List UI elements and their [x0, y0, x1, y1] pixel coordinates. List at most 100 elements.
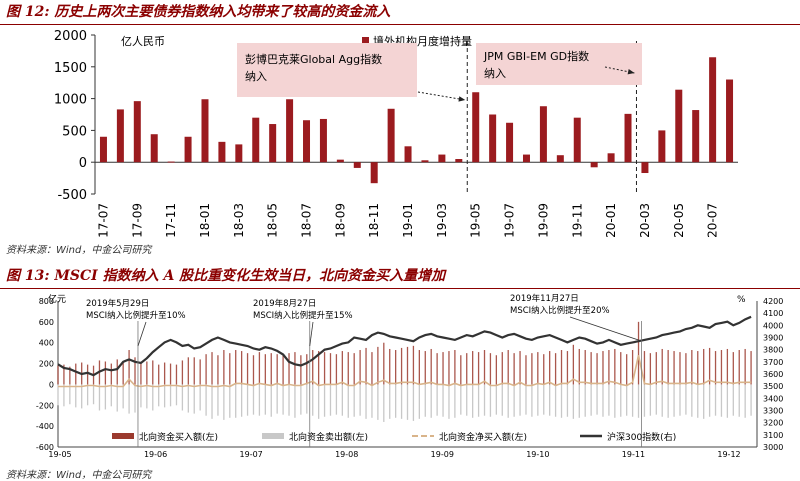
- x-tick-label: 19-08: [335, 450, 358, 459]
- x-tick-label: 19-06: [144, 450, 167, 459]
- sell-bar: [69, 384, 71, 405]
- buy-bar: [158, 364, 160, 385]
- sell-bar: [537, 384, 539, 416]
- bar: [489, 114, 497, 163]
- x-tick-label: 18-11: [367, 203, 381, 238]
- sell-bar: [152, 384, 154, 411]
- legend-label: 北向资金卖出额(左): [289, 431, 368, 443]
- buy-bar: [667, 350, 669, 385]
- callout-arrow: [417, 91, 466, 101]
- buy-bar: [543, 354, 545, 385]
- sell-bar: [92, 384, 95, 405]
- buy-bar: [442, 352, 444, 385]
- sell-bar: [726, 384, 729, 418]
- northbound-flow-chart: 800 600 400 200 0 -200 -400 -600 4200 4100 4000 390…: [36, 293, 784, 459]
- sell-bar: [63, 384, 65, 407]
- sell-bar: [460, 384, 462, 415]
- callout-jpm-line2: 纳入: [484, 67, 506, 80]
- buy-bar: [122, 362, 124, 385]
- figure13-source: 资料来源：Wind，中金公司研究: [6, 470, 152, 481]
- bar: [573, 117, 581, 163]
- buy-bar: [472, 351, 474, 385]
- csi300-line: [57, 315, 752, 377]
- sell-bar: [703, 384, 705, 419]
- buy-bar: [353, 353, 355, 385]
- left-tick-label: 400: [39, 339, 54, 348]
- sell-bar: [199, 384, 201, 411]
- left-tick-label: 600: [39, 318, 54, 327]
- left-tick-label: -600: [36, 443, 54, 452]
- legend-swatch-sell: [262, 433, 284, 439]
- buy-bar: [69, 366, 71, 385]
- sell-bar: [353, 384, 355, 417]
- buy-bar: [744, 348, 746, 385]
- buy-bar: [169, 363, 172, 385]
- bar: [590, 162, 598, 168]
- bar: [607, 153, 615, 163]
- bond-inflow-bar-chart: 2000 1500 1000 500 0 -500 17-07 17-09 17-11 18-01…: [54, 29, 738, 238]
- sell-bar: [377, 384, 379, 420]
- left-tick-label: 200: [39, 360, 54, 369]
- sell-bar: [86, 384, 89, 406]
- sell-bar: [383, 384, 385, 422]
- sell-bar: [614, 384, 616, 418]
- buy-bar: [549, 351, 551, 385]
- x-tick-label: 20-05: [672, 203, 686, 238]
- sell-bar: [661, 384, 663, 417]
- callout-global-agg-line2: 纳入: [245, 70, 267, 83]
- bar: [370, 162, 378, 184]
- buy-bar: [620, 352, 622, 385]
- sell-bar: [306, 384, 308, 414]
- bar: [624, 113, 632, 163]
- sell-bar: [75, 384, 77, 408]
- buy-bar: [643, 351, 646, 385]
- sell-bar: [329, 384, 332, 416]
- sell-bar: [631, 384, 634, 417]
- buy-bar: [329, 353, 332, 385]
- buy-bar: [560, 350, 563, 385]
- right-tick-label: 3000: [763, 443, 783, 452]
- buy-bar: [750, 351, 752, 385]
- x-tick-label: 19-09: [431, 450, 454, 459]
- sell-bar: [430, 384, 432, 418]
- legend-label: 北向资金买入额(左): [139, 431, 218, 443]
- sell-bar: [483, 384, 486, 416]
- sell-bar: [98, 384, 101, 411]
- buy-bar: [466, 353, 468, 385]
- sell-bar: [335, 384, 338, 415]
- sell-bar: [406, 384, 409, 420]
- sell-bar: [738, 384, 740, 417]
- bar: [150, 134, 158, 163]
- buy-bar: [584, 350, 586, 385]
- sell-bar: [584, 384, 586, 417]
- buy-bar: [525, 355, 527, 385]
- sell-bar: [300, 384, 302, 415]
- buy-bar: [294, 352, 296, 385]
- sell-bar: [637, 384, 640, 418]
- sell-bar: [229, 384, 231, 418]
- buy-bar: [448, 351, 450, 385]
- buy-bar: [300, 355, 302, 385]
- buy-bar: [578, 348, 580, 385]
- buy-bar: [258, 352, 261, 385]
- buy-bar: [235, 350, 237, 385]
- bar: [387, 108, 395, 163]
- sell-bar: [400, 384, 403, 419]
- bar: [353, 162, 361, 168]
- sell-bar: [181, 384, 184, 411]
- buy-bar: [86, 364, 89, 385]
- buy-bar: [679, 352, 681, 385]
- legend-label: 沪深300指数(右): [607, 431, 676, 443]
- buy-bar: [223, 350, 225, 385]
- sell-bar: [359, 384, 361, 416]
- sell-bar: [554, 384, 557, 417]
- buy-bar: [389, 348, 391, 385]
- msci-annotation-text: MSCI纳入比例提升至15%: [253, 310, 353, 321]
- left-tick-label: -200: [36, 401, 54, 410]
- sell-bar: [620, 384, 622, 417]
- bar: [675, 89, 683, 163]
- sell-bar: [347, 384, 349, 418]
- bar: [455, 159, 463, 163]
- buy-bar: [264, 354, 266, 385]
- buy-bar: [714, 351, 717, 385]
